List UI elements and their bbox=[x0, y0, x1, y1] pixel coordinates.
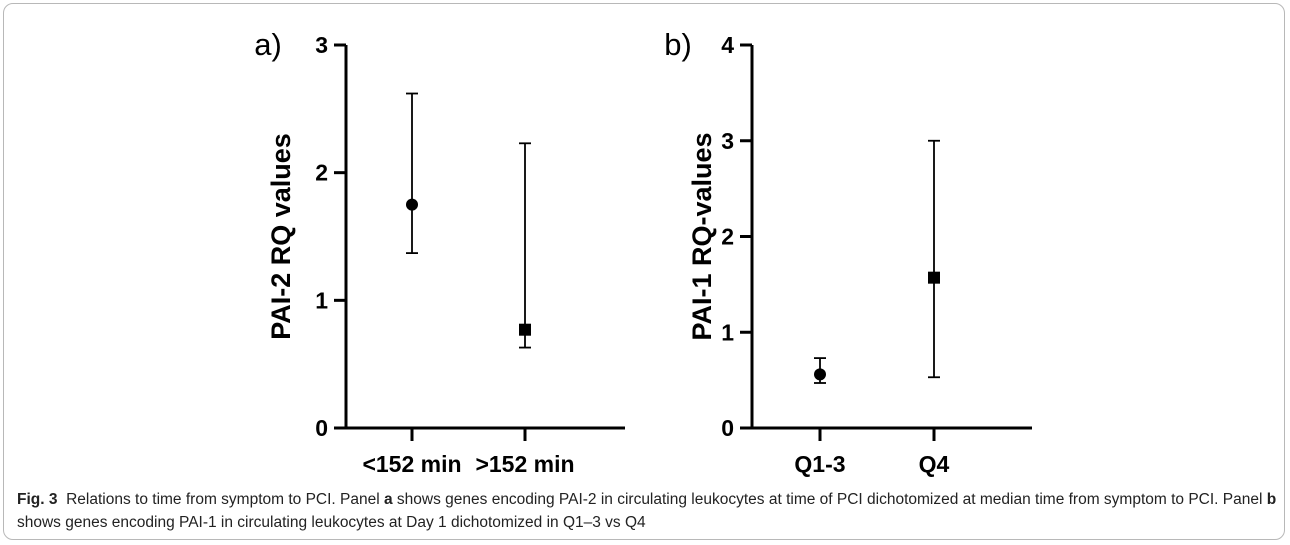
panel-a: a) PAI-2 RQ values 0 1 2 3 <152 min >152 min bbox=[254, 27, 625, 477]
y-tick-label: 3 bbox=[315, 32, 328, 58]
caption-text-2: shows genes encoding PAI-2 in circulatin… bbox=[392, 491, 1267, 508]
y-axis-title: PAI-1 RQ-values bbox=[687, 132, 717, 340]
caption-fig-label: Fig. 3 bbox=[17, 491, 58, 508]
panel-label: b) bbox=[664, 27, 692, 62]
x-category-label: >152 min bbox=[475, 451, 574, 477]
data-point-circle bbox=[406, 198, 418, 211]
figure-frame bbox=[3, 3, 1285, 540]
data-point-circle bbox=[814, 368, 826, 381]
x-category-label: Q1-3 bbox=[794, 451, 845, 477]
caption-bold-a: a bbox=[383, 491, 393, 508]
y-tick-label: 4 bbox=[721, 32, 734, 58]
panel-label: a) bbox=[254, 27, 282, 62]
caption-text-1: Relations to time from symptom to PCI. P… bbox=[66, 491, 384, 508]
y-tick-label: 2 bbox=[315, 160, 328, 186]
x-category-label: <152 min bbox=[362, 451, 461, 477]
figure-caption: Fig. 3 Relations to time from symptom to… bbox=[17, 488, 1279, 534]
data-point-square bbox=[519, 323, 531, 336]
y-tick-label: 1 bbox=[721, 319, 734, 345]
y-tick-label: 0 bbox=[721, 415, 734, 441]
y-axis-title: PAI-2 RQ values bbox=[266, 133, 296, 340]
panel-b: b) PAI-1 RQ-values 0 1 2 3 4 Q1-3 Q4 bbox=[664, 27, 1032, 477]
data-point-square bbox=[928, 271, 940, 284]
y-tick-label: 1 bbox=[315, 287, 328, 313]
y-tick-label: 0 bbox=[315, 415, 328, 441]
caption-bold-b: b bbox=[1266, 491, 1277, 508]
y-tick-label: 3 bbox=[721, 128, 734, 154]
y-tick-label: 2 bbox=[721, 224, 734, 250]
x-category-label: Q4 bbox=[919, 451, 950, 477]
caption-text-3: shows genes encoding PAI-1 in circulatin… bbox=[17, 514, 646, 531]
